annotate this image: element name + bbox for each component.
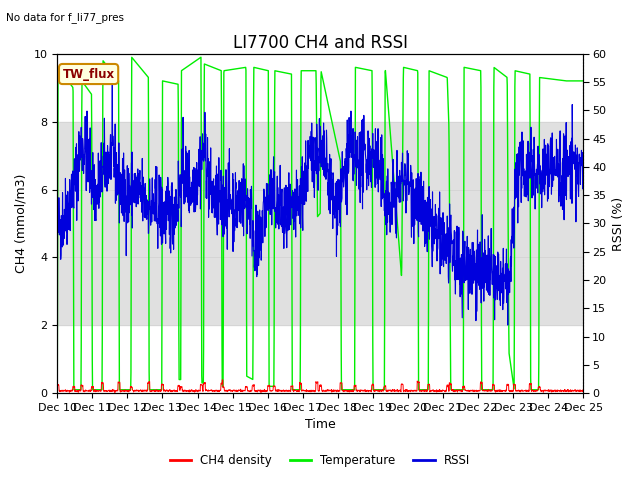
Bar [57,121,583,325]
Y-axis label: CH4 (mmol/m3): CH4 (mmol/m3) [15,174,28,273]
Text: No data for f_li77_pres: No data for f_li77_pres [6,12,124,23]
X-axis label: Time: Time [305,419,335,432]
Title: LI7700 CH4 and RSSI: LI7700 CH4 and RSSI [233,34,408,52]
Text: TW_flux: TW_flux [63,68,115,81]
Y-axis label: RSSI (%): RSSI (%) [612,196,625,251]
Legend: CH4 density, Temperature, RSSI: CH4 density, Temperature, RSSI [165,449,475,472]
